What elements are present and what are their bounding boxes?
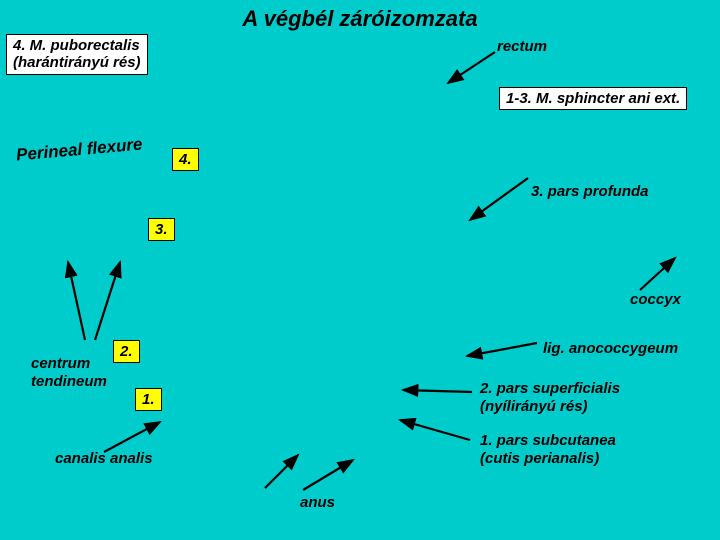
- box-4: 4.: [172, 148, 199, 171]
- box-sphincter: 1-3. M. sphincter ani ext.: [499, 87, 687, 110]
- label-coccyx: coccyx: [630, 291, 681, 308]
- label-centrum1: centrum: [31, 355, 90, 372]
- box-puborectalis: 4. M. puborectalis (harántirányú rés): [6, 34, 148, 75]
- label-rectum: rectum: [497, 38, 547, 55]
- box-3: 3.: [148, 218, 175, 241]
- page-title: A végbél záróizomzata: [0, 6, 720, 32]
- label-canalis: canalis analis: [55, 450, 153, 467]
- box-2: 2.: [113, 340, 140, 363]
- box-1: 1.: [135, 388, 162, 411]
- label-perineal: Perineal flexure: [15, 135, 143, 166]
- label-pars-sub2: (cutis perianalis): [480, 450, 599, 467]
- label-lig: lig. anococcygeum: [543, 340, 678, 357]
- label-centrum2: tendineum: [31, 373, 107, 390]
- label-pars-sup1: 2. pars superficialis: [480, 380, 620, 397]
- label-anus: anus: [300, 494, 335, 511]
- label-pars-profunda: 3. pars profunda: [531, 183, 649, 200]
- label-pars-sup2: (nyílirányú rés): [480, 398, 588, 415]
- label-pars-sub1: 1. pars subcutanea: [480, 432, 616, 449]
